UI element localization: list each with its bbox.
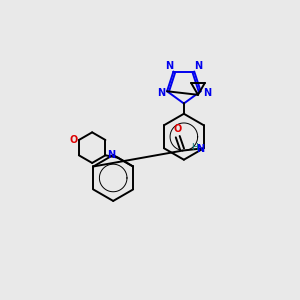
Text: N: N <box>203 88 211 98</box>
Text: O: O <box>70 135 78 145</box>
Text: N: N <box>196 144 204 154</box>
Text: N: N <box>157 88 165 98</box>
Text: H: H <box>191 142 198 152</box>
Text: N: N <box>194 61 202 71</box>
Text: O: O <box>173 124 182 134</box>
Text: N: N <box>106 150 115 160</box>
Text: N: N <box>166 61 174 71</box>
